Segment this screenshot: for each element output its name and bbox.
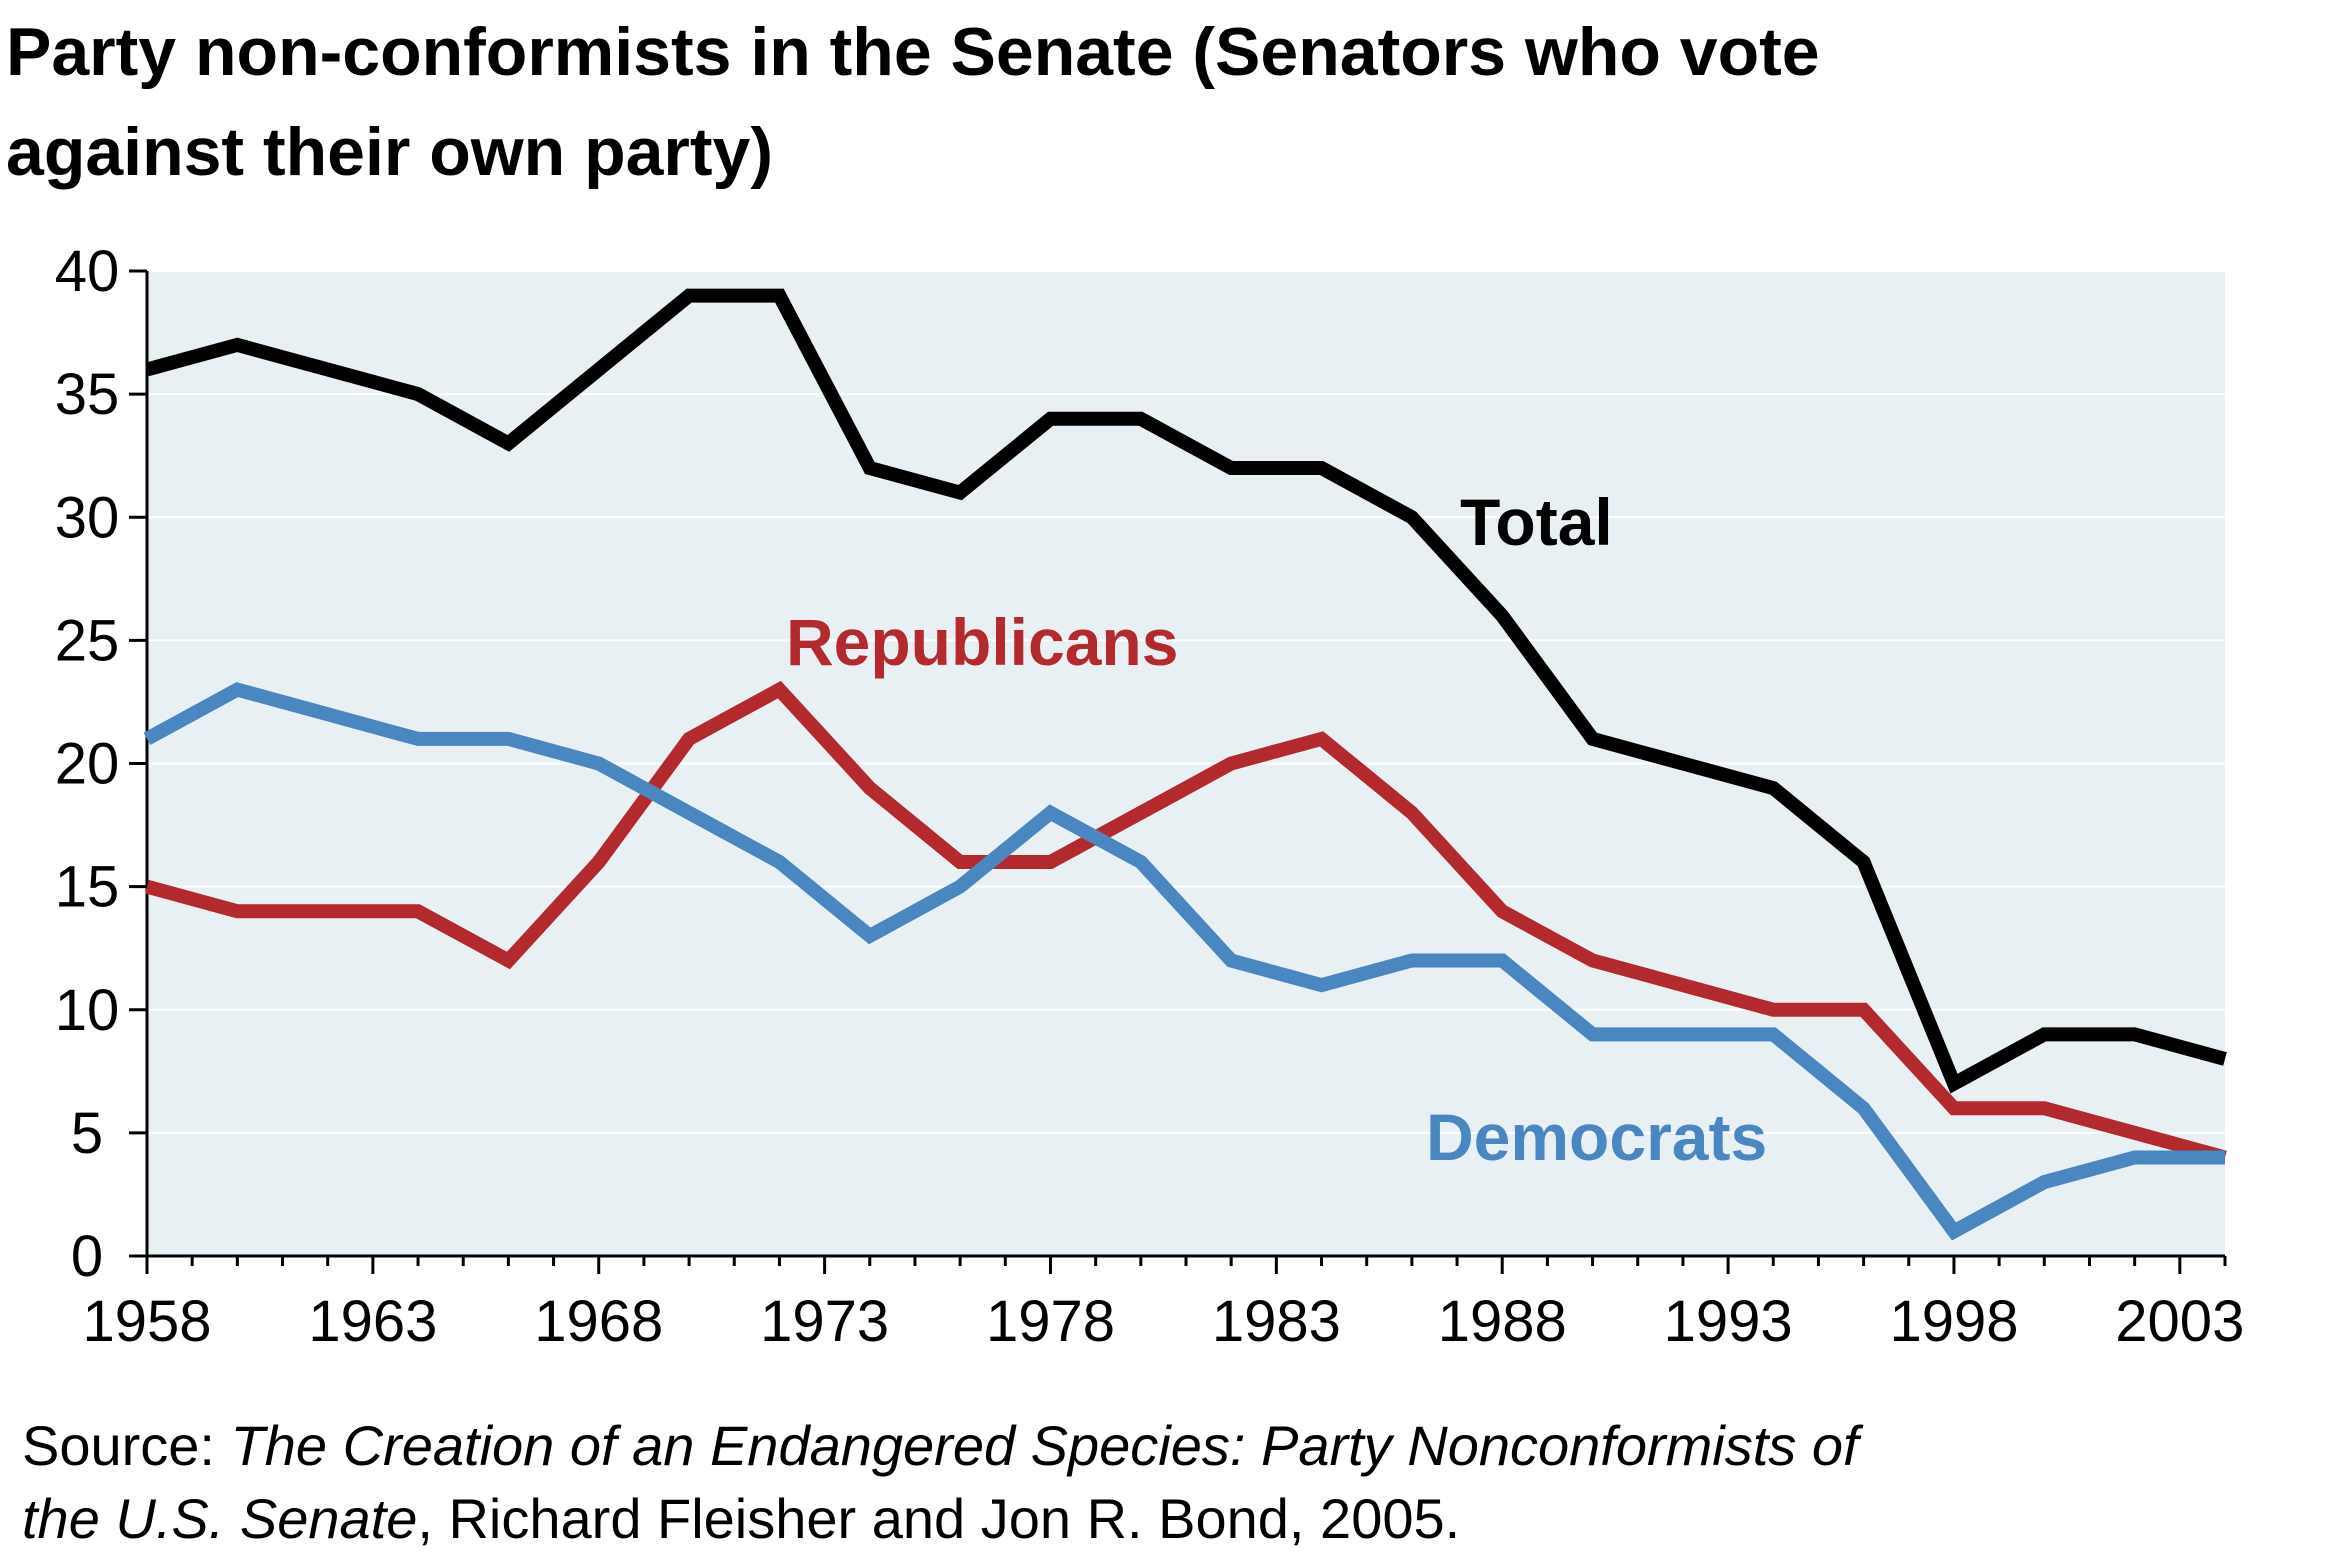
x-tick-label-1968: 1968 xyxy=(534,1289,663,1354)
y-tick-label-35: 35 xyxy=(55,362,120,427)
x-tick-label-1978: 1978 xyxy=(986,1289,1115,1354)
x-axis-ticks: 1958 1963 1968 1973 1978 1983 1988 1993 1998 2003 xyxy=(82,1256,2244,1354)
series-label-democrats: Democrats xyxy=(1426,1100,1767,1174)
series-line-republicans xyxy=(145,680,2227,1165)
x-tick-label-1963: 1963 xyxy=(308,1289,437,1354)
y-tick-label-0: 0 xyxy=(71,1224,103,1289)
series-lines xyxy=(143,288,2227,1241)
y-tick-label-10: 10 xyxy=(55,978,120,1043)
x-tick-label-1983: 1983 xyxy=(1212,1289,1341,1354)
chart-title-line-2: against their own party) xyxy=(6,114,773,190)
source-authors: , Richard Fleisher and Jon R. Bond, 2005… xyxy=(417,1487,1460,1550)
source-prefix: Source: xyxy=(22,1414,231,1477)
series-line-total xyxy=(145,288,2227,1094)
y-tick-label-5: 5 xyxy=(71,1101,103,1166)
series-label-republicans: Republicans xyxy=(786,605,1178,679)
x-tick-label-1993: 1993 xyxy=(1664,1289,1793,1354)
x-tick-label-1958: 1958 xyxy=(82,1289,211,1354)
y-tick-label-15: 15 xyxy=(55,855,120,920)
y-axis-ticks: 0 5 10 15 20 25 30 35 40 xyxy=(55,239,147,1289)
y-tick-label-40: 40 xyxy=(55,239,120,304)
x-tick-label-2003: 2003 xyxy=(2115,1289,2244,1354)
source-line-1: Source: The Creation of an Endangered Sp… xyxy=(22,1414,1864,1477)
source-line-2: the U.S. Senate, Richard Fleisher and Jo… xyxy=(22,1487,1460,1550)
source-title-part-1: The Creation of an Endangered Species: P… xyxy=(231,1414,1864,1477)
gridlines xyxy=(147,270,2225,1134)
series-line-democrats xyxy=(143,682,2225,1241)
x-tick-label-1973: 1973 xyxy=(760,1289,889,1354)
y-tick-label-20: 20 xyxy=(55,732,120,797)
x-tick-label-1988: 1988 xyxy=(1438,1289,1567,1354)
x-tick-label-1998: 1998 xyxy=(1889,1289,2018,1354)
y-tick-label-25: 25 xyxy=(55,608,120,673)
series-label-total: Total xyxy=(1460,485,1613,559)
chart-title-line-1: Party non-conformists in the Senate (Sen… xyxy=(6,14,1820,90)
y-tick-label-30: 30 xyxy=(55,485,120,550)
source-title-part-2: the U.S. Senate xyxy=(22,1487,417,1550)
